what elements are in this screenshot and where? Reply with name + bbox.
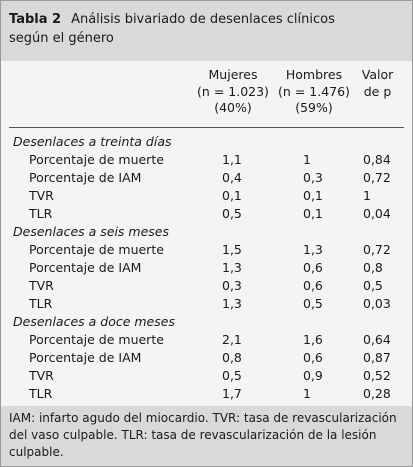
cell-mujeres: 2,1 xyxy=(222,332,242,347)
cell-hombres: 0,6 xyxy=(303,350,323,365)
cell-mujeres: 0,3 xyxy=(222,278,242,293)
cell-hombres: 1 xyxy=(303,152,311,167)
cell-hombres: 1 xyxy=(303,386,311,401)
table-title-line-2: según el género xyxy=(9,31,114,46)
row-label: TLR xyxy=(29,206,53,221)
cell-mujeres: 0,5 xyxy=(222,368,242,383)
column-header-line: (40%) xyxy=(214,100,252,115)
column-header-mujeres: Mujeres (n = 1.023) (40%) xyxy=(193,67,273,117)
cell-valor-p: 0,5 xyxy=(363,278,383,293)
cell-hombres: 0,6 xyxy=(303,278,323,293)
cell-valor-p: 0,87 xyxy=(363,350,391,365)
table-body: Mujeres (n = 1.023) (40%) Hombres (n = 1… xyxy=(1,61,412,406)
cell-hombres: 0,1 xyxy=(303,206,323,221)
cell-mujeres: 0,4 xyxy=(222,170,242,185)
row-label: Porcentaje de IAM xyxy=(29,170,142,185)
column-header-line: Mujeres xyxy=(208,67,258,82)
cell-mujeres: 1,7 xyxy=(222,386,242,401)
column-header-line: de p xyxy=(363,83,392,99)
column-header-line: (n = 1.476) xyxy=(278,83,350,99)
cell-valor-p: 0,28 xyxy=(363,386,391,401)
footnote-line: culpable. xyxy=(9,445,64,459)
cell-mujeres: 1,3 xyxy=(222,296,242,311)
cell-valor-p: 0,84 xyxy=(363,152,391,167)
cell-valor-p: 0,72 xyxy=(363,170,391,185)
row-label: Porcentaje de muerte xyxy=(29,332,164,347)
footnote-line: IAM: infarto agudo del miocardio. TVR: t… xyxy=(9,411,397,425)
cell-hombres: 0,3 xyxy=(303,170,323,185)
cell-mujeres: 0,5 xyxy=(222,206,242,221)
row-label: TLR xyxy=(29,296,53,311)
cell-mujeres: 1,5 xyxy=(222,242,242,257)
row-label: Porcentaje de muerte xyxy=(29,152,164,167)
cell-mujeres: 0,8 xyxy=(222,350,242,365)
cell-mujeres: 1,3 xyxy=(222,260,242,275)
cell-valor-p: 0,04 xyxy=(363,206,391,221)
row-label: TLR xyxy=(29,386,53,401)
cell-mujeres: 0,1 xyxy=(222,188,242,203)
table-title-line-1: Tabla 2 Análisis bivariado de desenlaces … xyxy=(9,12,335,28)
table-footnote: IAM: infarto agudo del miocardio. TVR: t… xyxy=(1,406,412,466)
column-header-line: Hombres xyxy=(285,67,343,82)
row-label: TVR xyxy=(29,188,54,203)
row-label: Porcentaje de IAM xyxy=(29,260,142,275)
cell-valor-p: 0,03 xyxy=(363,296,391,311)
cell-hombres: 1,3 xyxy=(303,242,323,257)
table-title-text: Análisis bivariado de desenlaces clínico… xyxy=(71,12,335,27)
header-divider xyxy=(9,127,404,128)
cell-valor-p: 0,52 xyxy=(363,368,391,383)
cell-valor-p: 0,72 xyxy=(363,242,391,257)
cell-valor-p: 0,8 xyxy=(363,260,383,275)
cell-hombres: 0,1 xyxy=(303,188,323,203)
column-header-line: Valor xyxy=(361,67,394,82)
cell-hombres: 1,6 xyxy=(303,332,323,347)
cell-mujeres: 1,1 xyxy=(222,152,242,167)
column-header-valor-p: Valor de p xyxy=(355,67,400,100)
section-title: Desenlaces a seis meses xyxy=(13,224,169,239)
cell-hombres: 0,9 xyxy=(303,368,323,383)
column-header-line: (59%) xyxy=(295,100,333,115)
row-label: Porcentaje de muerte xyxy=(29,242,164,257)
cell-valor-p: 1 xyxy=(363,188,371,203)
table-number: Tabla 2 xyxy=(9,12,62,27)
row-label: TVR xyxy=(29,278,54,293)
cell-hombres: 0,5 xyxy=(303,296,323,311)
footnote-line: del vaso culpable. TLR: tasa de revascul… xyxy=(9,428,377,442)
cell-valor-p: 0,64 xyxy=(363,332,391,347)
row-label: TVR xyxy=(29,368,54,383)
column-header-line: (n = 1.023) xyxy=(197,83,269,99)
section-title: Desenlaces a treinta días xyxy=(13,134,172,149)
table-title-bar: Tabla 2 Análisis bivariado de desenlaces … xyxy=(1,1,412,61)
section-title: Desenlaces a doce meses xyxy=(13,314,175,329)
row-label: Porcentaje de IAM xyxy=(29,350,142,365)
column-header-hombres: Hombres (n = 1.476) (59%) xyxy=(273,67,355,117)
cell-hombres: 0,6 xyxy=(303,260,323,275)
